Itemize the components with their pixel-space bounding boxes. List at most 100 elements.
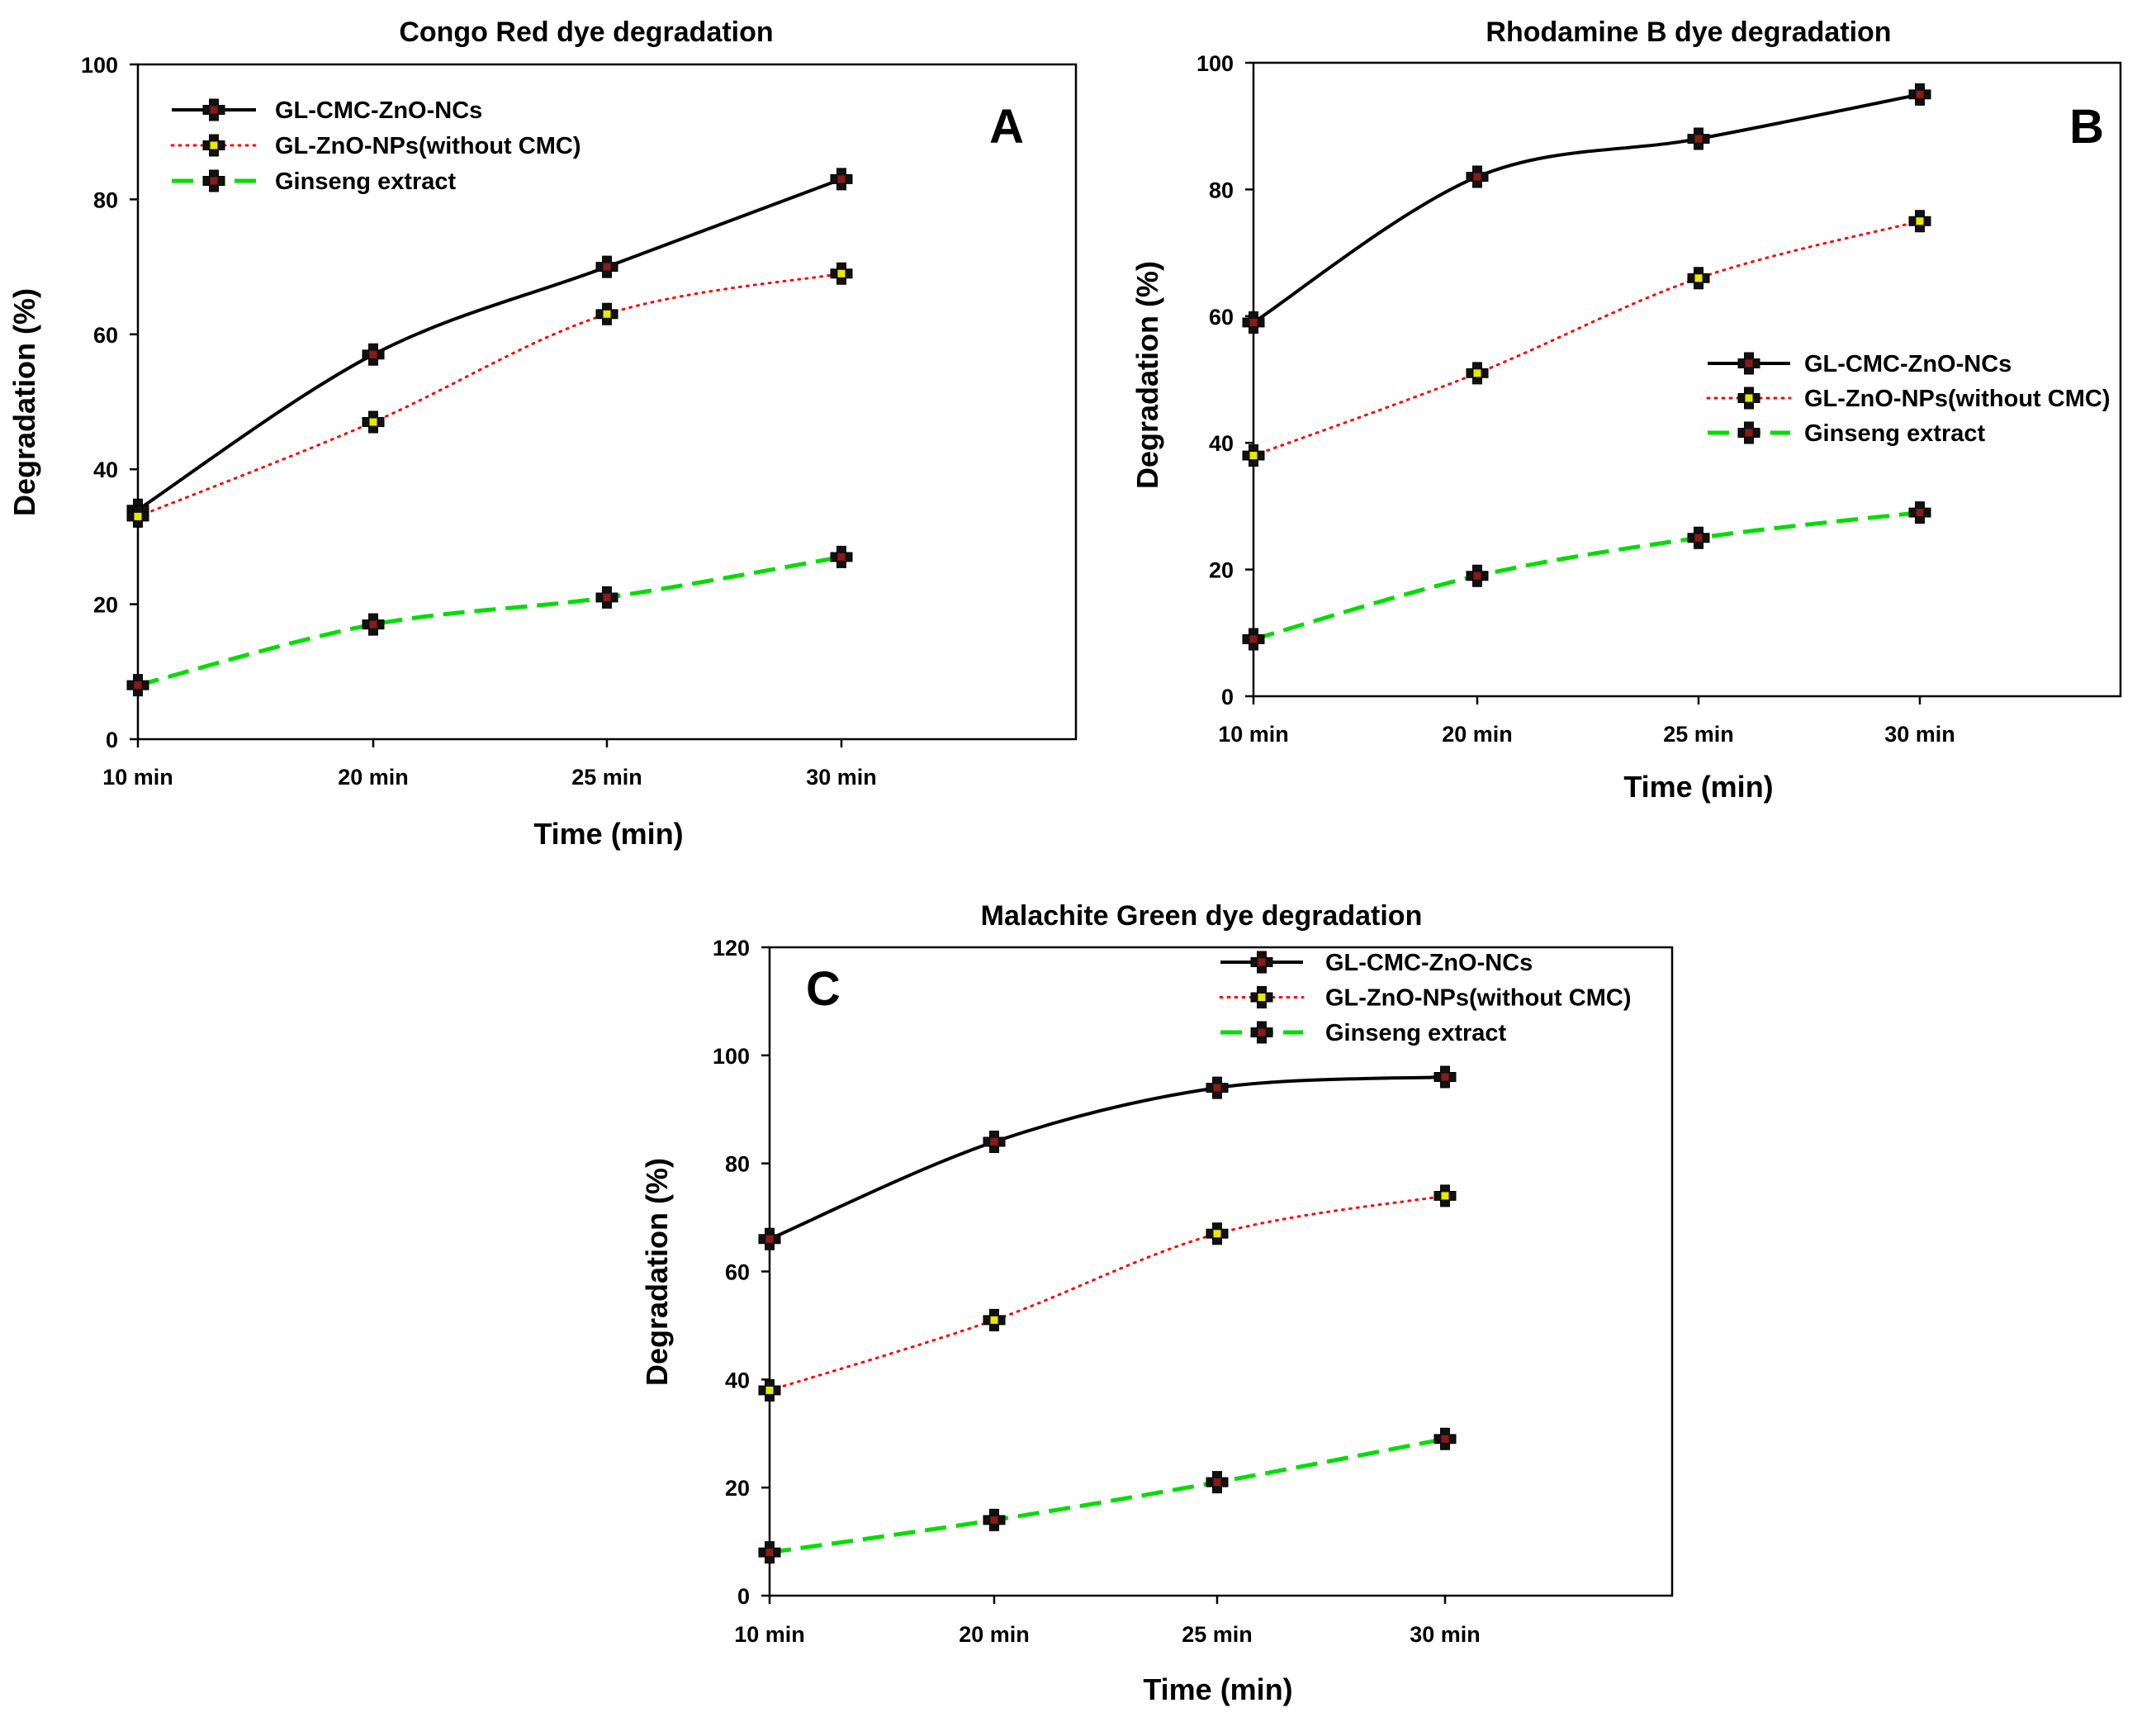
- data-point-center: [1249, 318, 1258, 326]
- panel-label: C: [806, 962, 841, 1016]
- legend-marker-center: [1745, 394, 1753, 402]
- data-point-center: [134, 512, 142, 520]
- series-line: [769, 1436, 1446, 1555]
- data-point-center: [1694, 274, 1703, 282]
- series-3: [1242, 501, 1931, 651]
- y-tick-label: 100: [1196, 51, 1234, 76]
- x-tick-label: 30 min: [1410, 1622, 1481, 1647]
- chart-title: Malachite Green dye degradation: [981, 900, 1423, 932]
- data-point-center: [765, 1549, 774, 1557]
- data-point-center: [603, 593, 611, 601]
- data-point-center: [1441, 1073, 1449, 1081]
- data-point-center: [1473, 173, 1481, 181]
- x-axis-label: Time (min): [1143, 1672, 1292, 1706]
- legend-label: GL-CMC-ZnO-NCs: [1804, 351, 2011, 377]
- legend-label: Ginseng extract: [1325, 1020, 1507, 1046]
- data-point-center: [837, 269, 846, 278]
- data-point-center: [1441, 1435, 1449, 1443]
- y-axis-label: Degradation (%): [7, 288, 41, 516]
- y-tick-label: 40: [725, 1368, 750, 1392]
- legend-marker-center: [1745, 429, 1753, 437]
- y-tick-label: 60: [1209, 305, 1234, 330]
- legend-entry: GL-CMC-ZnO-NCs: [1220, 950, 1533, 976]
- legend-entry: GL-ZnO-NPs(without CMC): [1219, 985, 1631, 1012]
- y-tick-label: 120: [713, 936, 750, 961]
- legend-marker-center: [210, 141, 218, 149]
- legend-marker-center: [210, 106, 218, 114]
- panel-label: A: [989, 100, 1024, 154]
- legend-entry: GL-ZnO-NPs(without CMC): [170, 133, 580, 159]
- series-1: [758, 1065, 1457, 1250]
- legend-marker-center: [1258, 1028, 1266, 1037]
- y-tick-label: 20: [93, 593, 118, 618]
- plot-frame: [1252, 61, 2122, 698]
- legend-entry: Ginseng extract: [1220, 1020, 1507, 1046]
- series-line: [1253, 510, 1921, 642]
- legend-label: GL-ZnO-NPs(without CMC): [275, 133, 580, 159]
- data-point-center: [1213, 1084, 1221, 1092]
- y-axis-label: Degradation (%): [1130, 261, 1164, 489]
- legend-label: GL-ZnO-NPs(without CMC): [1325, 985, 1631, 1012]
- data-point-center: [369, 350, 377, 358]
- x-tick-label: 25 min: [1663, 722, 1734, 747]
- legend-entry: GL-ZnO-NPs(without CMC): [1706, 386, 2110, 412]
- data-point-center: [1249, 452, 1258, 460]
- x-tick-label: 20 min: [338, 765, 409, 790]
- legend-marker-center: [1258, 994, 1266, 1001]
- data-point-center: [837, 553, 846, 561]
- y-tick-label: 60: [725, 1260, 750, 1285]
- legend-entry: Ginseng extract: [1708, 420, 1986, 447]
- y-tick-label: 0: [106, 728, 118, 752]
- chart-title: Rhodamine B dye degradation: [1486, 17, 1891, 48]
- series-3: [126, 545, 853, 697]
- series-3: [758, 1427, 1457, 1564]
- series-line: [136, 272, 843, 518]
- data-point-center: [1473, 572, 1481, 580]
- y-tick-label: 40: [1209, 431, 1234, 456]
- legend-label: Ginseng extract: [1804, 420, 1986, 447]
- y-tick-label: 60: [93, 323, 118, 348]
- y-tick-label: 0: [737, 1584, 750, 1609]
- data-point-center: [1213, 1230, 1221, 1238]
- chart-b: Rhodamine B dye degradation B 0 20 40 60 80 100…: [1130, 17, 2122, 804]
- data-point-center: [603, 263, 611, 271]
- series-line: [136, 178, 842, 511]
- data-point-center: [990, 1138, 998, 1146]
- series-line: [137, 554, 842, 688]
- y-tick-label: 100: [81, 53, 118, 78]
- chart-title: Congo Red dye degradation: [399, 17, 773, 48]
- legend-marker-center: [1258, 958, 1266, 966]
- data-point-center: [990, 1516, 998, 1524]
- data-point-center: [765, 1235, 774, 1243]
- data-point-center: [837, 175, 846, 183]
- x-tick-label: 10 min: [1218, 722, 1289, 747]
- data-point-center: [1249, 635, 1258, 643]
- data-point-center: [134, 681, 142, 690]
- data-point-center: [1441, 1192, 1449, 1200]
- plot-frame: [136, 63, 1078, 741]
- x-tick-label: 20 min: [959, 1622, 1030, 1647]
- data-point-center: [765, 1386, 774, 1394]
- x-axis-label: Time (min): [1623, 770, 1773, 804]
- legend-entry: GL-CMC-ZnO-NCs: [1708, 351, 2011, 377]
- legend-entry: GL-CMC-ZnO-NCs: [172, 97, 482, 124]
- x-tick-label: 25 min: [1182, 1622, 1253, 1647]
- series-2: [126, 262, 853, 528]
- data-point-center: [1916, 509, 1924, 517]
- series-line: [1252, 93, 1921, 325]
- data-point-center: [1473, 369, 1481, 377]
- legend-entry: Ginseng extract: [172, 168, 457, 195]
- data-point-center: [603, 310, 611, 318]
- data-point-center: [369, 418, 377, 426]
- data-point-center: [1694, 135, 1703, 143]
- data-point-center: [369, 620, 377, 629]
- data-point-center: [1916, 90, 1924, 98]
- legend-label: GL-CMC-ZnO-NCs: [1325, 950, 1533, 976]
- legend-label: GL-CMC-ZnO-NCs: [275, 97, 482, 124]
- data-point-center: [990, 1316, 998, 1324]
- x-tick-label: 25 min: [571, 765, 642, 790]
- series-1: [1242, 83, 1931, 334]
- chart-c: Malachite Green dye degradation C 0 20 40 60 8…: [640, 900, 1674, 1706]
- plot-frame: [768, 946, 1674, 1597]
